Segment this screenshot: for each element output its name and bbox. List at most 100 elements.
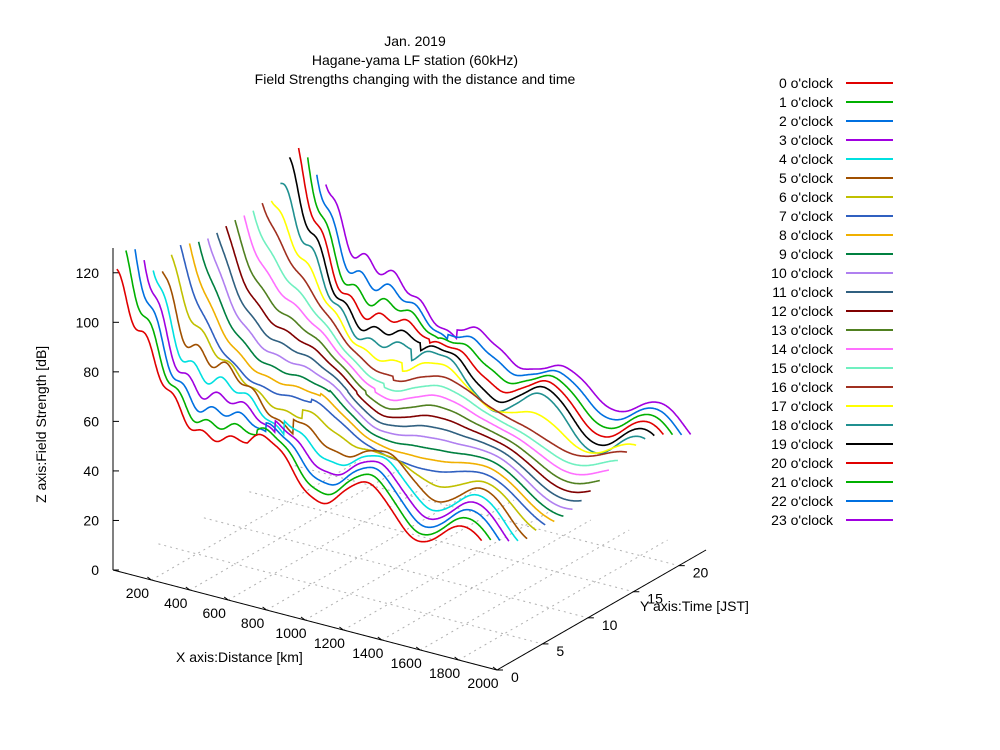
series-line-22 xyxy=(316,174,683,436)
series-line-19 xyxy=(288,157,655,447)
legend-item: 15 o'clock xyxy=(771,360,893,376)
legend-label: 3 o'clock xyxy=(779,132,834,148)
x-tick-label: 1000 xyxy=(275,625,306,641)
legend-item: 10 o'clock xyxy=(771,265,893,281)
y-tick-label: 20 xyxy=(693,565,709,581)
y-axis-line xyxy=(496,549,707,671)
x-tick-mark xyxy=(262,606,267,611)
grid-line-x xyxy=(266,489,476,611)
grid-line-x xyxy=(189,469,400,591)
grid-line-x xyxy=(419,529,630,651)
legend-item: 9 o'clock xyxy=(779,246,893,262)
legend-label: 17 o'clock xyxy=(771,398,834,414)
grid-line-y xyxy=(294,465,679,567)
legend-label: 10 o'clock xyxy=(771,265,834,281)
legend-item: 17 o'clock xyxy=(771,398,893,414)
series-line-6 xyxy=(170,254,537,531)
legend-label: 4 o'clock xyxy=(779,151,834,167)
x-tick-label: 600 xyxy=(203,605,227,621)
x-tick-mark xyxy=(377,636,383,641)
z-tick-label: 80 xyxy=(83,364,99,380)
y-axis-label: Y axis:Time [JST] xyxy=(640,598,749,614)
series-line-12 xyxy=(225,225,591,494)
legend-label: 11 o'clock xyxy=(772,284,834,300)
grid-line-x xyxy=(151,459,361,581)
legend-item: 13 o'clock xyxy=(771,322,893,338)
x-tick-label: 800 xyxy=(241,615,265,631)
legend-label: 2 o'clock xyxy=(779,113,834,129)
x-tick-label: 200 xyxy=(126,585,150,601)
series-line-13 xyxy=(234,219,600,485)
x-tick-label: 1200 xyxy=(314,635,345,651)
x-tick-mark xyxy=(300,616,306,621)
title-line-2: Hagane-yama LF station (60kHz) xyxy=(312,52,518,68)
series-line-1 xyxy=(125,250,492,541)
legend-item: 16 o'clock xyxy=(771,379,893,395)
legend-label: 12 o'clock xyxy=(771,303,834,319)
legend-label: 23 o'clock xyxy=(771,512,834,528)
x-tick-mark xyxy=(147,576,152,581)
legend-item: 11 o'clock xyxy=(772,284,893,300)
legend-label: 21 o'clock xyxy=(771,474,834,490)
legend-item: 7 o'clock xyxy=(779,208,893,224)
legend-item: 2 o'clock xyxy=(779,113,893,129)
grid-line-x xyxy=(381,519,592,641)
x-tick-mark xyxy=(185,586,191,591)
legend-label: 7 o'clock xyxy=(779,208,834,224)
series-line-18 xyxy=(280,182,646,454)
z-axis-label: Z axis:Field Strength [dB] xyxy=(33,346,49,503)
x-tick-mark xyxy=(454,656,459,661)
legend-label: 6 o'clock xyxy=(779,189,834,205)
x-tick-label: 2000 xyxy=(467,675,498,691)
series-line-2 xyxy=(134,249,501,541)
legend-label: 14 o'clock xyxy=(771,341,834,357)
legend-item: 6 o'clock xyxy=(779,189,893,205)
x-axis-label: X axis:Distance [km] xyxy=(176,649,303,665)
y-tick-label: 15 xyxy=(647,591,663,607)
legend-label: 13 o'clock xyxy=(771,322,834,338)
series-lines xyxy=(116,147,692,543)
title-line-3: Field Strengths changing with the distan… xyxy=(255,71,576,87)
legend-item: 3 o'clock xyxy=(779,132,893,148)
series-line-16 xyxy=(261,202,628,458)
legend-label: 19 o'clock xyxy=(771,436,834,452)
legend-item: 18 o'clock xyxy=(771,417,893,433)
legend-label: 8 o'clock xyxy=(779,227,834,243)
series-line-15 xyxy=(252,210,619,467)
legend-label: 9 o'clock xyxy=(779,246,834,262)
x-tick-mark xyxy=(223,596,229,601)
legend-item: 14 o'clock xyxy=(771,341,893,357)
grid-line-x xyxy=(227,479,438,601)
legend: 0 o'clock 1 o'clock 2 o'clock 3 o'clock 4 o'… xyxy=(771,75,893,528)
legend-item: 12 o'clock xyxy=(771,303,893,319)
legend-label: 20 o'clock xyxy=(771,455,834,471)
grid-line-x xyxy=(458,539,668,661)
chart-title: Jan. 2019 Hagane-yama LF station (60kHz)… xyxy=(255,33,576,87)
y-tick-label: 5 xyxy=(556,643,564,659)
legend-item: 22 o'clock xyxy=(771,493,893,509)
x-tick-label: 1400 xyxy=(352,645,383,661)
z-tick-label: 20 xyxy=(83,512,99,528)
series-line-5 xyxy=(161,271,528,540)
legend-item: 21 o'clock xyxy=(771,474,893,490)
series-line-21 xyxy=(306,157,674,436)
series-line-11 xyxy=(216,232,582,502)
grid-lines xyxy=(112,459,707,671)
legend-item: 8 o'clock xyxy=(779,227,893,243)
title-line-1: Jan. 2019 xyxy=(384,33,446,49)
x-tick-label: 1600 xyxy=(391,655,422,671)
z-tick-label: 60 xyxy=(83,413,99,429)
legend-label: 18 o'clock xyxy=(771,417,834,433)
series-line-4 xyxy=(152,270,519,542)
grid-line-y xyxy=(203,517,588,619)
legend-label: 5 o'clock xyxy=(779,170,834,186)
series-line-7 xyxy=(179,244,546,526)
grid-line-y xyxy=(158,543,543,645)
series-line-23 xyxy=(325,184,692,435)
z-tick-label: 0 xyxy=(91,562,99,578)
y-tick-label: 10 xyxy=(602,617,618,633)
grid-line-x xyxy=(343,509,553,631)
legend-label: 15 o'clock xyxy=(771,360,834,376)
